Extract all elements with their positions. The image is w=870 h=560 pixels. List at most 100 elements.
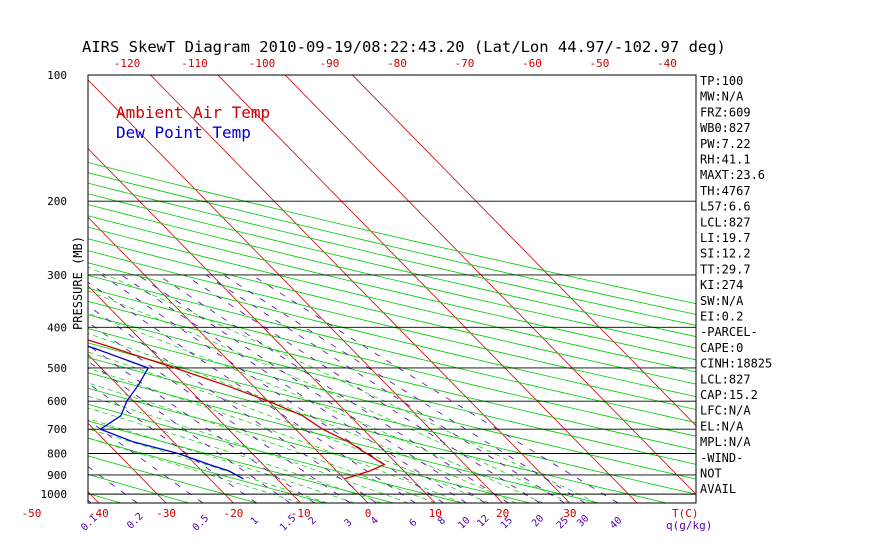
index-item: CAP:15.2	[700, 388, 758, 402]
pressure-tick-label: 700	[47, 423, 67, 436]
index-item: LFC:N/A	[700, 404, 751, 418]
dry-adiabat-line	[88, 193, 696, 338]
plot-frame	[87, 74, 697, 504]
isotherm-line	[150, 75, 571, 503]
dewpoint-line	[88, 345, 244, 480]
moist-adiabat-line	[88, 290, 571, 503]
ambient-temp-line	[88, 339, 386, 480]
dry-adiabat-line	[88, 455, 258, 503]
bottom-temp-tick-label: 20	[496, 507, 509, 520]
dry-adiabat-line	[88, 250, 696, 398]
dry-adiabat-line	[88, 226, 696, 373]
index-item: MPL:N/A	[700, 435, 751, 449]
mixing-ratio-tick-label: 6	[408, 517, 420, 529]
dry-adiabat-line	[88, 403, 463, 503]
moist-adiabat-line	[88, 333, 517, 503]
mixing-ratio-tick-label: 12	[475, 513, 491, 529]
bottom-temp-tick-label: 10	[429, 507, 442, 520]
index-item: FRZ:609	[700, 105, 751, 119]
mixing-ratio-line	[184, 274, 541, 503]
moist-adiabat-line	[88, 312, 544, 503]
y-axis-label: PRESSURE (MB)	[71, 236, 85, 330]
mixing-ratio-line	[137, 274, 486, 503]
index-item: RH:41.1	[700, 153, 751, 167]
pressure-tick-label: 300	[47, 269, 67, 282]
index-item: CAPE:0	[700, 341, 743, 355]
pressure-tick-label: 400	[47, 321, 67, 334]
index-item: SI:12.2	[700, 247, 751, 261]
mixing-ratio-tick-label: 0.5	[191, 513, 212, 534]
index-item: TH:4767	[700, 184, 751, 198]
mixing-ratio-line	[223, 274, 586, 503]
mixing-ratio-line	[121, 274, 467, 503]
index-item: LI:19.7	[700, 231, 751, 245]
bottom-temp-unit: T(C)	[672, 507, 699, 520]
isotherm-line	[88, 148, 436, 503]
index-item: LCL:827	[700, 372, 751, 386]
top-temp-tick-label: -60	[522, 57, 542, 70]
isotherm-line	[88, 354, 234, 503]
index-item: PW:7.22	[700, 137, 751, 151]
index-item: AVAIL	[700, 482, 736, 496]
chart-title: AIRS SkewT Diagram 2010-09-19/08:22:43.2…	[82, 38, 726, 56]
legend-ambient: Ambient Air Temp	[116, 103, 270, 122]
dry-adiabat-line	[88, 204, 696, 349]
bottom-temp-tick-label: 30	[563, 507, 576, 520]
dry-adiabat-line	[88, 238, 696, 385]
mixing-ratio-line	[157, 274, 509, 503]
mixing-ratio-tick-label: 0.2	[125, 511, 146, 532]
index-item: MW:N/A	[700, 90, 744, 104]
mixing-ratio-line	[88, 360, 291, 503]
top-temp-tick-label: -120	[114, 57, 141, 70]
pressure-tick-label: 900	[47, 469, 67, 482]
top-temp-tick-label: -50	[590, 57, 610, 70]
index-item: -PARCEL-	[700, 325, 758, 339]
bottom-temp-tick-label: 0	[365, 507, 372, 520]
pressure-tick-label: 1000	[41, 488, 68, 501]
isotherm-line	[88, 216, 369, 503]
mixing-ratio-line	[88, 344, 315, 503]
mixing-ratio-tick-label: 8	[436, 515, 448, 527]
dry-adiabat-line	[88, 437, 326, 503]
index-item: NOT	[700, 467, 722, 481]
dry-adiabat-line	[88, 182, 696, 326]
isotherm-line	[284, 75, 696, 495]
top-temp-tick-label: -80	[387, 57, 407, 70]
mixing-ratio-tick-label: 10	[456, 515, 472, 531]
top-temp-tick-label: -90	[320, 57, 340, 70]
index-item: TT:29.7	[700, 262, 751, 276]
bottom-temp-tick-label: -40	[89, 507, 109, 520]
index-item: LCL:827	[700, 215, 751, 229]
top-temp-tick-label: -110	[181, 57, 208, 70]
mixing-ratio-tick-label: 30	[575, 513, 591, 529]
pressure-tick-label: 600	[47, 395, 67, 408]
bottom-temp-tick-label: -10	[291, 507, 311, 520]
index-item: MAXT:23.6	[700, 168, 765, 182]
pressure-tick-label: 200	[47, 195, 67, 208]
index-item: EL:N/A	[700, 419, 744, 433]
mixing-ratio-line	[88, 281, 416, 503]
bottom-temp-tick-label: -20	[223, 507, 243, 520]
dry-adiabat-line	[88, 172, 696, 315]
dry-adiabat-line	[88, 420, 394, 503]
dry-adiabat-line	[88, 328, 696, 480]
dry-adiabat-line	[88, 314, 696, 465]
bottom-temp-tick-label: -30	[156, 507, 176, 520]
index-item: -WIND-	[700, 451, 743, 465]
isotherm-line	[0, 75, 32, 503]
dry-adiabat-line	[88, 387, 531, 503]
pressure-tick-label: 800	[47, 448, 67, 461]
mixing-ratio-tick-label: 40	[608, 515, 624, 531]
top-temp-tick-label: -40	[657, 57, 677, 70]
mixing-ratio-line	[101, 274, 444, 503]
mixing-ratio-unit: q(g/kg)	[666, 519, 712, 532]
pressure-tick-label: 500	[47, 362, 67, 375]
index-item: L57:6.6	[700, 200, 751, 214]
dry-adiabat-line	[88, 300, 696, 451]
isotherm-line	[217, 75, 638, 503]
moist-adiabat-line	[88, 351, 490, 503]
mixing-ratio-tick-label: 20	[530, 513, 546, 529]
mixing-ratio-line	[88, 321, 351, 503]
top-temp-tick-label: -100	[249, 57, 276, 70]
